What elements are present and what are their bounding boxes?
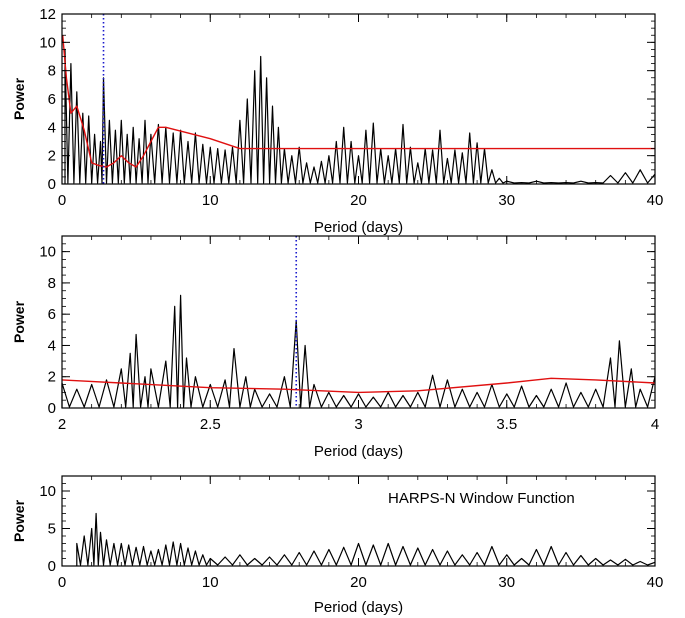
middle-x-axis-title: Period (days) [314, 443, 403, 460]
bottom-y-axis-title: Power [11, 499, 27, 542]
middle-series-1 [61, 377, 656, 394]
top-x-axis-title: Period (days) [314, 219, 403, 236]
top-x-tick-label: 10 [202, 192, 219, 209]
middle-y-tick-label: 6 [48, 306, 56, 323]
middle-x-tick-label: 3.5 [496, 416, 517, 433]
middle-series-0 [61, 294, 656, 408]
bottom-x-tick-label: 20 [350, 574, 367, 591]
middle-y-axis-title: Power [11, 300, 27, 343]
top-x-tick-label: 30 [498, 192, 515, 209]
middle-y-tick-label: 8 [48, 275, 56, 292]
top-y-tick-label: 12 [39, 6, 56, 23]
top-plot-area [62, 14, 656, 184]
bottom-y-tick-label: 0 [48, 558, 56, 575]
window-function-annotation: HARPS-N Window Function [388, 490, 575, 507]
top-y-tick-label: 4 [48, 119, 56, 136]
middle-x-tick-label: 3 [354, 416, 362, 433]
bottom-y-tick-label: 10 [39, 483, 56, 500]
middle-x-tick-label: 4 [651, 416, 659, 433]
middle-x-tick-label: 2 [58, 416, 66, 433]
middle-x-tick-label: 2.5 [200, 416, 221, 433]
bottom-y-tick-label: 5 [48, 521, 56, 538]
top-y-tick-label: 10 [39, 34, 56, 51]
top-x-tick-label: 0 [58, 192, 66, 209]
panel-top-periodogram: 0 10 20 30 40 0 2 4 6 8 10 12 Period (days) Power [11, 6, 663, 236]
bottom-ticks: 0 10 20 30 40 0 5 10 [39, 475, 664, 591]
top-series-1 [62, 35, 655, 168]
bottom-x-tick-label: 0 [58, 574, 66, 591]
top-series-0 [64, 48, 656, 184]
top-y-tick-label: 6 [48, 91, 56, 108]
top-y-axis-title: Power [11, 77, 27, 120]
bottom-series-0 [76, 512, 656, 566]
bottom-x-axis-title: Period (days) [314, 599, 403, 616]
top-ticks: 0 10 20 30 40 0 2 4 6 8 10 12 [39, 6, 663, 209]
middle-y-tick-label: 10 [39, 244, 56, 261]
middle-plot-area [61, 236, 656, 408]
bottom-x-tick-label: 10 [202, 574, 219, 591]
top-y-tick-label: 2 [48, 148, 56, 165]
top-y-tick-label: 8 [48, 63, 56, 80]
middle-y-tick-label: 2 [48, 369, 56, 386]
bottom-plot-area [76, 512, 656, 566]
top-x-tick-label: 20 [350, 192, 367, 209]
bottom-x-tick-label: 40 [647, 574, 664, 591]
bottom-x-tick-label: 30 [498, 574, 515, 591]
top-y-tick-label: 0 [48, 176, 56, 193]
middle-y-tick-label: 4 [48, 337, 56, 354]
top-x-tick-label: 40 [647, 192, 664, 209]
middle-y-tick-label: 0 [48, 400, 56, 417]
middle-plot-frame [61, 235, 656, 409]
panel-bottom-window-function: 0 10 20 30 40 0 5 10 HARPS-N Window Function Pe… [11, 475, 664, 616]
